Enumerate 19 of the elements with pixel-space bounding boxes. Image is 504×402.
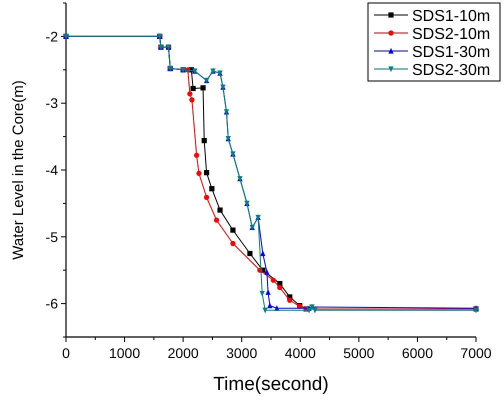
y-tick-label: -4 bbox=[46, 162, 58, 178]
x-tick-label: 6000 bbox=[402, 345, 434, 361]
legend-label: SDS1-10m bbox=[412, 8, 490, 25]
legend-label: SDS1-30m bbox=[412, 44, 490, 61]
x-tick-label: 0 bbox=[62, 345, 70, 361]
legend-label: SDS2-30m bbox=[412, 62, 490, 79]
y-tick-label: -2 bbox=[46, 28, 58, 44]
x-tick-label: 1000 bbox=[108, 345, 140, 361]
y-tick-label: -3 bbox=[46, 95, 58, 112]
x-tick-label: 3000 bbox=[226, 345, 258, 361]
x-tick-label: 4000 bbox=[284, 345, 316, 361]
x-tick-label: 5000 bbox=[343, 345, 375, 361]
x-tick-label: 7000 bbox=[460, 345, 492, 361]
legend-label: SDS2-10m bbox=[412, 26, 490, 43]
y-axis-title: Water Level in the Core(m) bbox=[10, 80, 27, 260]
y-tick-label: -6 bbox=[46, 296, 58, 312]
y-tick-label: -5 bbox=[46, 228, 58, 245]
x-axis-title: Time(second) bbox=[213, 374, 329, 395]
x-tick-label: 2000 bbox=[168, 345, 199, 361]
